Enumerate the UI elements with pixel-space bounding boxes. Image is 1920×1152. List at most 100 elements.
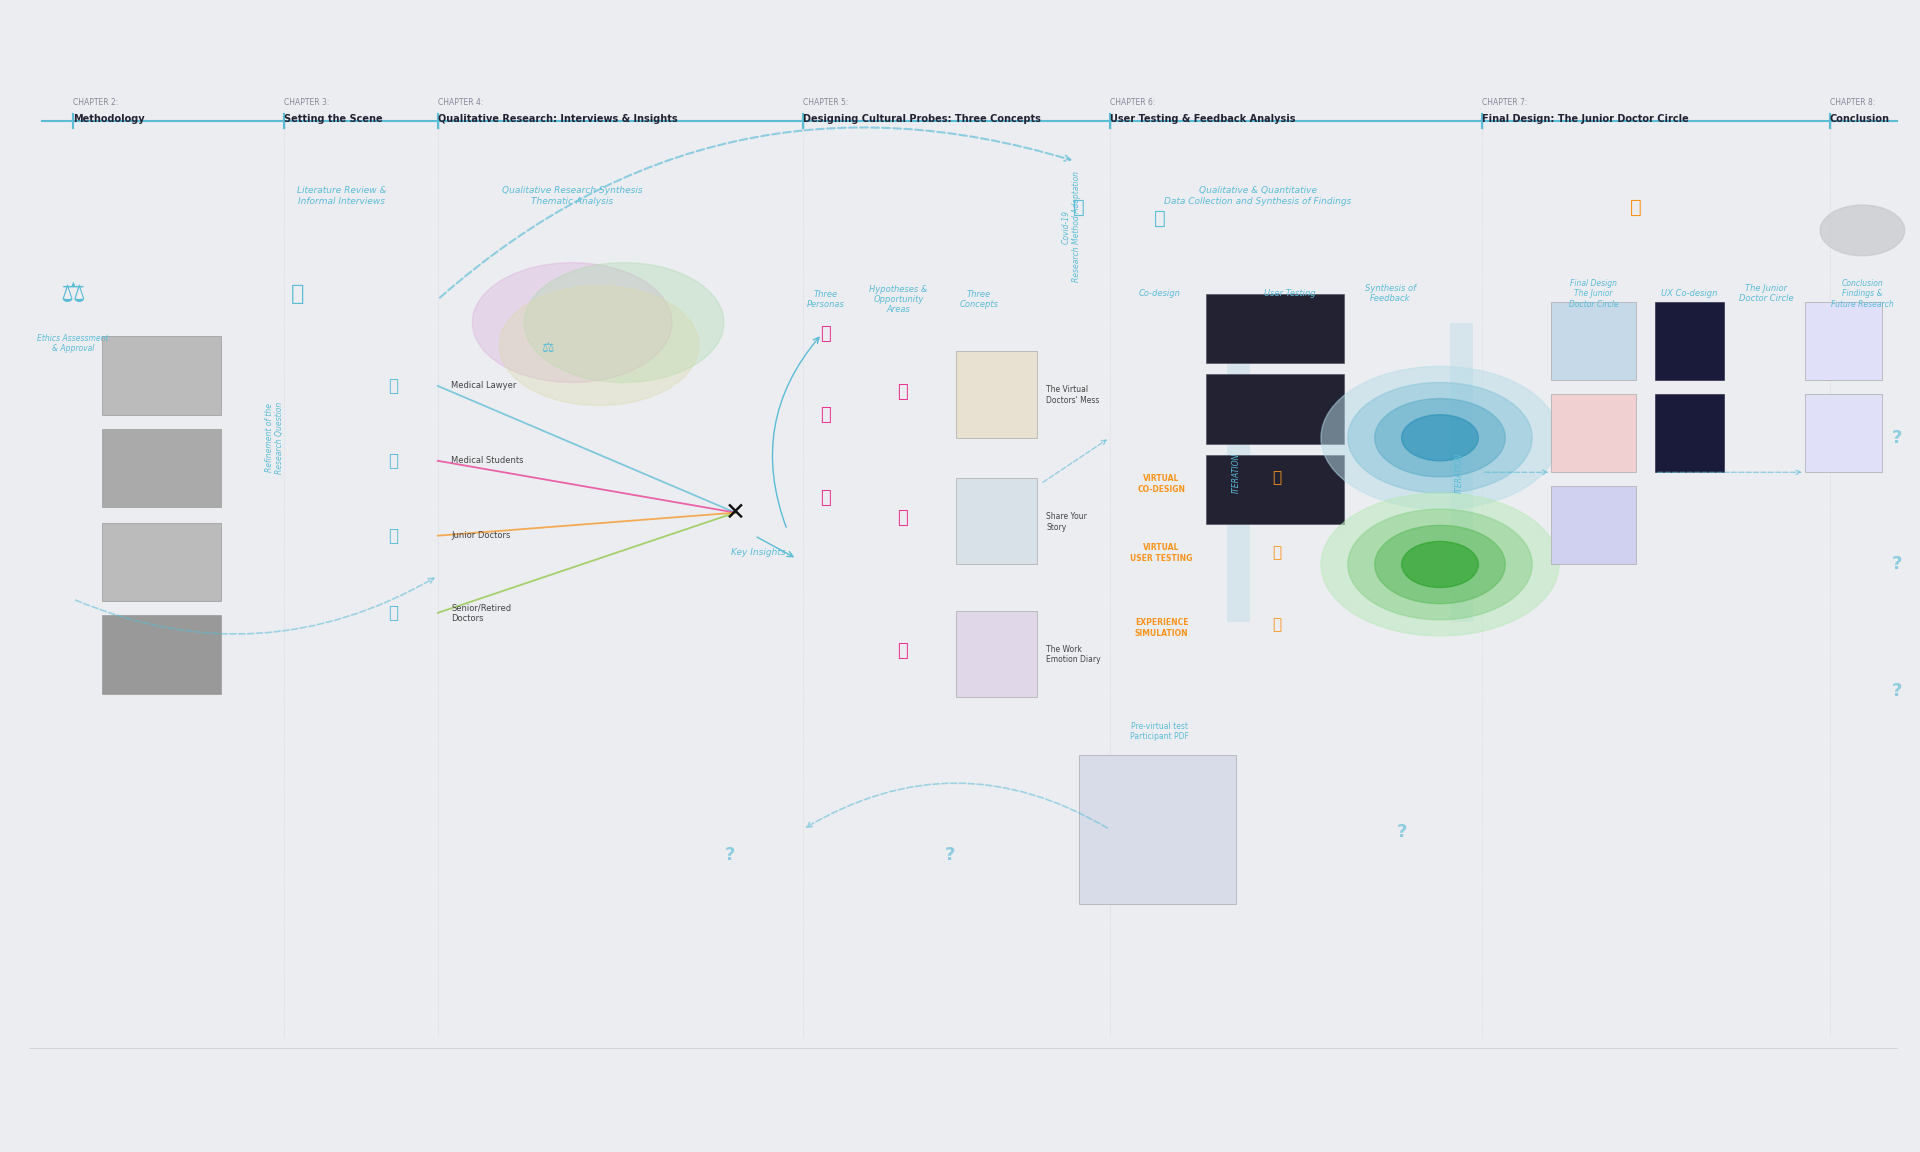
- Text: The Virtual
Doctors' Mess: The Virtual Doctors' Mess: [1046, 386, 1100, 404]
- Text: ?: ?: [1891, 682, 1903, 700]
- Text: VIRTUAL
CO-DESIGN: VIRTUAL CO-DESIGN: [1137, 475, 1185, 493]
- Text: ?: ?: [1396, 823, 1407, 841]
- Circle shape: [1402, 415, 1478, 461]
- Text: ITERATION: ITERATION: [1455, 452, 1463, 493]
- FancyArrowPatch shape: [806, 783, 1108, 828]
- Text: Hypotheses &
Opportunity
Areas: Hypotheses & Opportunity Areas: [870, 285, 927, 314]
- Text: VIRTUAL
USER TESTING: VIRTUAL USER TESTING: [1131, 544, 1192, 562]
- Text: Qualitative Research Synthesis
Thematic Analysis: Qualitative Research Synthesis Thematic …: [501, 187, 643, 205]
- FancyBboxPatch shape: [1551, 302, 1636, 380]
- FancyBboxPatch shape: [1805, 394, 1882, 472]
- Circle shape: [1375, 525, 1505, 604]
- Text: CHAPTER 6:: CHAPTER 6:: [1110, 98, 1156, 107]
- Text: Pre-virtual test
Participant PDF: Pre-virtual test Participant PDF: [1131, 722, 1188, 741]
- Text: 👤: 👤: [1273, 616, 1281, 632]
- Text: CHAPTER 7:: CHAPTER 7:: [1482, 98, 1528, 107]
- Text: 🧍: 🧍: [820, 488, 831, 507]
- Text: CHAPTER 4:: CHAPTER 4:: [438, 98, 484, 107]
- FancyBboxPatch shape: [1206, 294, 1344, 363]
- Text: Refinement of the
Research Question: Refinement of the Research Question: [265, 402, 284, 473]
- FancyBboxPatch shape: [956, 478, 1037, 564]
- Text: 👤: 👤: [1273, 545, 1281, 561]
- Text: ITERATION: ITERATION: [1233, 452, 1240, 493]
- FancyBboxPatch shape: [1551, 394, 1636, 472]
- FancyBboxPatch shape: [1805, 302, 1882, 380]
- Text: UX Co-design: UX Co-design: [1661, 289, 1718, 298]
- FancyBboxPatch shape: [1206, 455, 1344, 524]
- Text: ⚖: ⚖: [61, 280, 84, 308]
- Text: Ethics Assessment
& Approval: Ethics Assessment & Approval: [36, 334, 109, 353]
- Text: 🧍: 🧍: [820, 325, 831, 343]
- Text: Qualitative Research: Interviews & Insights: Qualitative Research: Interviews & Insig…: [438, 114, 678, 124]
- Text: 🖥: 🖥: [1154, 210, 1165, 228]
- Text: Medical Lawyer: Medical Lawyer: [451, 381, 516, 391]
- Text: Conclusion: Conclusion: [1830, 114, 1889, 124]
- Text: Covid-19
Research Method Adaptation: Covid-19 Research Method Adaptation: [1062, 172, 1081, 282]
- Text: 🧍: 🧍: [820, 406, 831, 424]
- Text: 👥: 👥: [388, 526, 399, 545]
- Circle shape: [1375, 399, 1505, 477]
- Text: CHAPTER 2:: CHAPTER 2:: [73, 98, 119, 107]
- FancyArrowPatch shape: [440, 128, 1069, 297]
- Circle shape: [1321, 366, 1559, 509]
- FancyBboxPatch shape: [1206, 374, 1344, 444]
- FancyBboxPatch shape: [1551, 486, 1636, 564]
- FancyBboxPatch shape: [956, 611, 1037, 697]
- Text: 🧍: 🧍: [897, 382, 908, 401]
- FancyBboxPatch shape: [102, 429, 221, 507]
- Text: 👥: 👥: [388, 452, 399, 470]
- FancyBboxPatch shape: [102, 615, 221, 694]
- Text: ?: ?: [1891, 555, 1903, 574]
- FancyArrowPatch shape: [1657, 470, 1801, 475]
- Text: User Testing: User Testing: [1265, 289, 1315, 298]
- FancyBboxPatch shape: [1655, 302, 1724, 380]
- Text: Key Insights: Key Insights: [732, 548, 785, 558]
- FancyArrowPatch shape: [1043, 440, 1106, 483]
- Text: Co-design: Co-design: [1139, 289, 1181, 298]
- Circle shape: [1321, 493, 1559, 636]
- Text: ✕: ✕: [726, 501, 745, 524]
- Text: Senior/Retired
Doctors: Senior/Retired Doctors: [451, 604, 511, 622]
- FancyBboxPatch shape: [1655, 394, 1724, 472]
- FancyBboxPatch shape: [1227, 323, 1250, 622]
- FancyBboxPatch shape: [1079, 755, 1236, 904]
- Text: Synthesis of
Feedback: Synthesis of Feedback: [1365, 285, 1415, 303]
- Text: ?: ?: [724, 846, 735, 864]
- Text: ⚖: ⚖: [541, 341, 553, 355]
- Circle shape: [524, 263, 724, 382]
- Text: The Junior
Doctor Circle: The Junior Doctor Circle: [1740, 285, 1793, 303]
- Text: ?: ?: [945, 846, 956, 864]
- Text: 🏅: 🏅: [1630, 198, 1642, 217]
- FancyBboxPatch shape: [956, 351, 1037, 438]
- Text: 🧍: 🧍: [897, 642, 908, 660]
- Text: CHAPTER 3:: CHAPTER 3:: [284, 98, 330, 107]
- FancyBboxPatch shape: [102, 336, 221, 415]
- Text: Setting the Scene: Setting the Scene: [284, 114, 382, 124]
- FancyArrowPatch shape: [75, 578, 434, 634]
- Circle shape: [1348, 509, 1532, 620]
- Circle shape: [472, 263, 672, 382]
- Circle shape: [1402, 541, 1478, 588]
- Text: Designing Cultural Probes: Three Concepts: Designing Cultural Probes: Three Concept…: [803, 114, 1041, 124]
- FancyArrowPatch shape: [1484, 470, 1548, 475]
- Text: 🖥: 🖥: [1073, 198, 1085, 217]
- Text: Final Design: The Junior Doctor Circle: Final Design: The Junior Doctor Circle: [1482, 114, 1690, 124]
- Circle shape: [499, 286, 699, 406]
- Text: Methodology: Methodology: [73, 114, 144, 124]
- Text: 👤: 👤: [292, 283, 303, 304]
- Text: 🧍: 🧍: [897, 509, 908, 528]
- Text: EXPERIENCE
SIMULATION: EXPERIENCE SIMULATION: [1135, 619, 1188, 637]
- Text: Final Design
The Junior
Doctor Circle: Final Design The Junior Doctor Circle: [1569, 279, 1619, 309]
- Text: Junior Doctors: Junior Doctors: [451, 531, 511, 540]
- Circle shape: [1820, 205, 1905, 256]
- Circle shape: [1348, 382, 1532, 493]
- Text: Conclusion
Findings &
Future Research: Conclusion Findings & Future Research: [1832, 279, 1893, 309]
- Text: CHAPTER 5:: CHAPTER 5:: [803, 98, 849, 107]
- Text: Literature Review &
Informal Interviews: Literature Review & Informal Interviews: [298, 187, 386, 205]
- Text: User Testing & Feedback Analysis: User Testing & Feedback Analysis: [1110, 114, 1296, 124]
- Text: 👤: 👤: [388, 377, 399, 395]
- Text: Three
Concepts: Three Concepts: [960, 290, 998, 309]
- FancyBboxPatch shape: [102, 523, 221, 601]
- Text: 👤: 👤: [1273, 470, 1281, 486]
- Text: 👥: 👥: [388, 604, 399, 622]
